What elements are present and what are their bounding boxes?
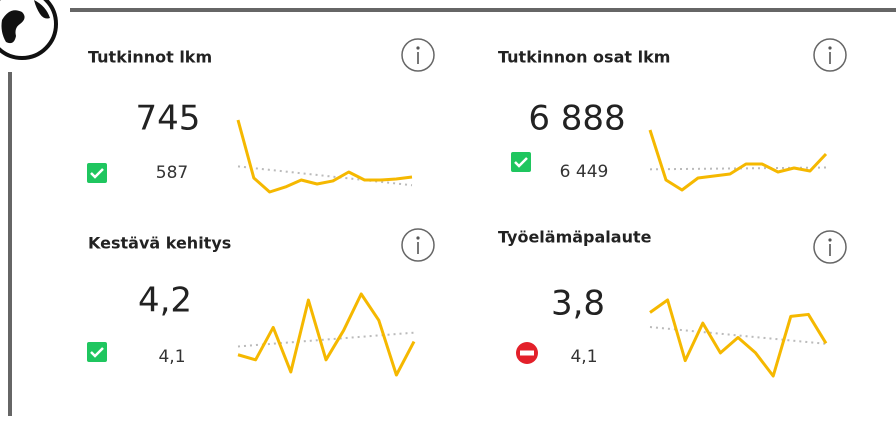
sparkline [237, 292, 416, 377]
status-ok-icon [87, 342, 107, 362]
status-ok-icon [87, 163, 107, 183]
globe-icon [0, 0, 58, 60]
info-dot [416, 236, 420, 240]
info-icon[interactable] [813, 230, 847, 264]
kpi-card: Tutkinnot lkm 745 587 [87, 38, 435, 194]
comparison-value: 6 449 [560, 162, 609, 182]
comparison-value: 587 [156, 163, 188, 183]
trend-line [237, 165, 413, 187]
card-title: Tutkinnot lkm [88, 48, 212, 67]
info-dot [828, 46, 832, 50]
status-check [90, 168, 104, 179]
sparkline [648, 129, 828, 192]
kpi-value: 3,8 [551, 284, 605, 324]
kpi-card: Kestävä kehitys 4,2 4,1 [87, 228, 435, 377]
info-icon[interactable] [401, 38, 435, 72]
status-bar [520, 350, 534, 356]
sparkline [649, 298, 828, 378]
info-dot [828, 238, 832, 242]
card-title: Työelämäpalaute [498, 228, 652, 247]
status-check [90, 347, 104, 358]
status-ok-icon [511, 152, 531, 172]
info-icon[interactable] [401, 228, 435, 262]
kpi-card: Työelämäpalaute 3,8 4,1 [498, 228, 847, 378]
info-icon[interactable] [813, 38, 847, 72]
status-check [514, 157, 528, 168]
comparison-value: 4,1 [570, 347, 597, 367]
kpi-value: 6 888 [528, 99, 625, 139]
status-bg [511, 152, 531, 172]
status-bg [87, 163, 107, 183]
sparkline [236, 119, 413, 194]
status-bg [87, 342, 107, 362]
kpi-card: Tutkinnon osat lkm 6 888 6 449 [498, 38, 847, 192]
card-title: Tutkinnon osat lkm [498, 48, 670, 67]
comparison-value: 4,1 [158, 347, 185, 367]
info-dot [416, 46, 420, 50]
kpi-value: 4,2 [138, 281, 192, 321]
kpi-value: 745 [136, 99, 201, 139]
status-bad-icon [516, 342, 538, 364]
card-title: Kestävä kehitys [88, 234, 231, 253]
